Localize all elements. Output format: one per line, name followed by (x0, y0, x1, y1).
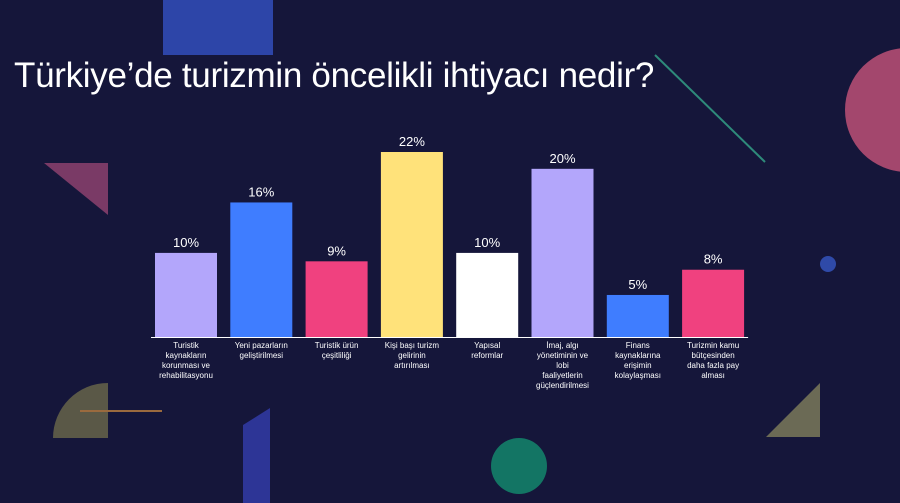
category-label: Yeni pazarların geliştirilmesi (235, 341, 288, 360)
teal-line-shape (654, 54, 766, 163)
blue-block-shape (163, 0, 273, 55)
bar-6 (531, 168, 594, 337)
bar-7 (606, 294, 669, 337)
category-label: Turistik kaynakların korunması ve rehabilit… (159, 341, 213, 380)
bar-2 (230, 202, 293, 337)
pink-circle-shape (845, 48, 900, 172)
small-blue-dot-shape (820, 256, 836, 272)
teal-circle-shape (491, 438, 547, 494)
bar-value-label: 5% (628, 277, 647, 292)
indigo-slab-shape (243, 408, 270, 503)
bar-8 (682, 269, 745, 337)
category-label: İmaj, algı yönetiminin ve lobi faaliyetleri… (536, 341, 589, 390)
bar-value-label: 8% (704, 252, 723, 267)
bar-1 (155, 252, 217, 337)
category-label: Yapısal reformlar (471, 341, 503, 360)
bar-value-label: 10% (474, 235, 500, 250)
category-label: Turistik ürün çeşitliliği (315, 341, 359, 360)
category-label: Turizmin kamu bütçesinden daha fazla pay al… (687, 341, 739, 380)
bar-value-label: 16% (248, 184, 274, 199)
category-label: Finans kaynaklarına erişimin kolaylaşması (615, 341, 661, 380)
bar-value-label: 9% (327, 243, 346, 258)
bar-4 (380, 152, 443, 337)
magenta-triangle-shape (44, 163, 108, 215)
page-title: Türkiye’de turizmin öncelikli ihtiyacı n… (14, 56, 655, 95)
bar-3 (305, 261, 368, 337)
bar-value-label: 10% (173, 235, 199, 250)
bar-value-label: 22% (399, 134, 425, 149)
bar-5 (456, 252, 519, 337)
category-label: Kişi başı turizm gelirinin artırılması (385, 341, 440, 370)
olive-triangle-shape (766, 383, 820, 437)
bar-value-label: 20% (549, 151, 575, 166)
